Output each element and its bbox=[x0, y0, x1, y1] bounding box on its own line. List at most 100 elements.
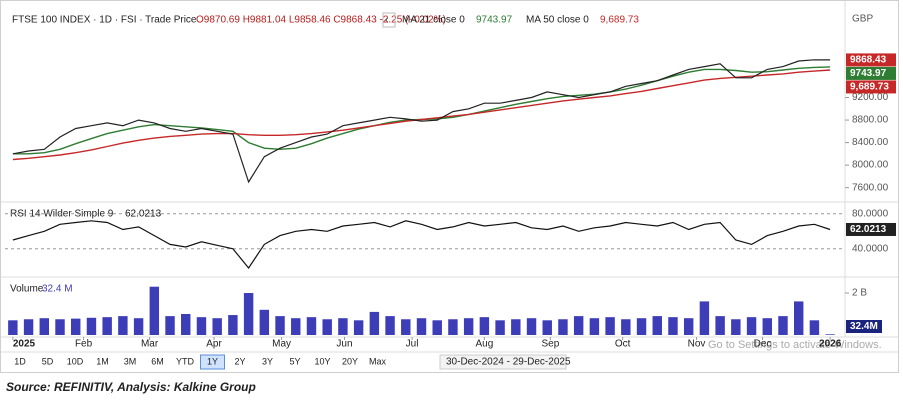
x-tick-label: Jul bbox=[406, 339, 419, 350]
y-tick-label: 8000.00 bbox=[852, 160, 889, 171]
volume-bar bbox=[762, 318, 772, 335]
x-tick-label: Feb bbox=[75, 339, 93, 350]
range-button-label[interactable]: Max bbox=[369, 356, 387, 366]
range-button[interactable] bbox=[200, 354, 225, 370]
value-badge bbox=[846, 66, 896, 80]
range-button[interactable] bbox=[35, 355, 60, 369]
range-button[interactable] bbox=[228, 355, 252, 369]
volume-title: Volume bbox=[10, 284, 44, 295]
volume-bar bbox=[621, 319, 631, 335]
range-button-label[interactable]: 1Y bbox=[207, 356, 218, 366]
range-button-label[interactable]: 3Y bbox=[262, 356, 273, 366]
collapse-icon[interactable]: ‹ bbox=[385, 15, 388, 26]
frame bbox=[0, 0, 899, 373]
range-button[interactable] bbox=[145, 355, 170, 369]
volume-bar bbox=[385, 316, 395, 335]
volume-bar bbox=[212, 318, 222, 335]
date-range[interactable]: 30-Dec-2024 - 29-Dec-2025 bbox=[446, 357, 571, 368]
range-button[interactable] bbox=[365, 355, 390, 369]
volume-bar bbox=[448, 319, 458, 335]
volume-bar bbox=[291, 318, 301, 335]
volume-bar bbox=[668, 317, 678, 335]
x-tick-label: Mar bbox=[141, 339, 159, 350]
volume-bar bbox=[275, 316, 285, 335]
x-tick-label: Apr bbox=[206, 339, 222, 350]
range-button-label[interactable]: 1M bbox=[96, 356, 109, 366]
volume-bar bbox=[8, 320, 18, 335]
y-tick-label: 7600.00 bbox=[852, 182, 889, 193]
value-badge-label: 9,689.73 bbox=[850, 82, 889, 93]
value-badge bbox=[846, 222, 896, 236]
y-tick-label: 40.0000 bbox=[852, 243, 889, 254]
currency: GBP bbox=[852, 14, 873, 25]
value-badge-label: 9868.43 bbox=[850, 55, 887, 66]
range-button-label[interactable]: 5D bbox=[42, 356, 54, 366]
range-button-label[interactable]: 10D bbox=[67, 356, 84, 366]
volume-bar bbox=[133, 318, 144, 335]
range-button[interactable] bbox=[63, 355, 87, 369]
rsi-line bbox=[12, 220, 831, 270]
volume-bar bbox=[416, 318, 427, 335]
x-tick-label: Aug bbox=[475, 339, 493, 350]
y-tick-label: 8400.00 bbox=[852, 137, 889, 148]
date-range-box[interactable] bbox=[439, 354, 567, 370]
x-tick-label: Dec bbox=[754, 339, 772, 350]
volume-bar bbox=[86, 317, 97, 335]
range-button-label[interactable]: 6M bbox=[151, 356, 164, 366]
volume-bar bbox=[102, 317, 112, 335]
volume-bar bbox=[39, 318, 50, 335]
range-button-label[interactable]: 10Y bbox=[314, 356, 330, 366]
x-tick-label: 2025 bbox=[13, 339, 36, 350]
range-button-label[interactable]: 2Y bbox=[234, 356, 245, 366]
range-button-label[interactable]: 3M bbox=[124, 356, 137, 366]
volume-bar bbox=[731, 319, 741, 335]
volume-bar bbox=[699, 301, 710, 335]
y-tick-label: 2 B bbox=[852, 288, 867, 299]
volume-bar bbox=[432, 320, 442, 335]
volume-bar bbox=[401, 319, 411, 335]
range-button[interactable] bbox=[90, 355, 115, 369]
range-button[interactable] bbox=[338, 355, 362, 369]
volume-bar bbox=[746, 317, 757, 335]
x-tick-label: Nov bbox=[688, 339, 706, 350]
volume-bar bbox=[778, 316, 788, 335]
value-badge bbox=[846, 80, 896, 94]
range-button[interactable] bbox=[118, 355, 142, 369]
range-button[interactable] bbox=[283, 355, 307, 369]
volume-bar bbox=[353, 320, 364, 335]
volume-bar bbox=[825, 334, 835, 335]
y-tick-label: 80.0000 bbox=[852, 208, 889, 219]
ma-line bbox=[12, 69, 831, 161]
range-button[interactable] bbox=[173, 355, 197, 369]
volume-bar bbox=[322, 319, 332, 335]
price-line bbox=[12, 59, 831, 184]
volume-bar bbox=[683, 318, 694, 335]
range-button[interactable] bbox=[310, 355, 335, 369]
volume-bar bbox=[558, 319, 568, 335]
volume-bar bbox=[259, 309, 270, 335]
x-tick-label: 2026 bbox=[819, 339, 842, 350]
ma21-value: 9743.97 bbox=[476, 15, 513, 26]
range-button-label[interactable]: 5Y bbox=[289, 356, 300, 366]
price-title: FTSE 100 INDEX · 1D · FSI · Trade Price bbox=[12, 15, 197, 26]
volume-bar bbox=[228, 315, 238, 335]
volume-bar bbox=[526, 318, 537, 335]
range-button[interactable] bbox=[255, 355, 280, 369]
collapse-button[interactable] bbox=[382, 12, 396, 28]
volume-bar bbox=[463, 318, 474, 335]
value-badge-label: 32.4M bbox=[850, 321, 878, 332]
volume-bar bbox=[605, 317, 615, 335]
value-badge-label: 62.0213 bbox=[850, 224, 887, 235]
volume-bar bbox=[181, 314, 191, 335]
source: Source: REFINITIV, Analysis: Kalkine Gro… bbox=[6, 380, 256, 394]
range-button-label[interactable]: YTD bbox=[176, 356, 195, 366]
range-button[interactable] bbox=[8, 355, 32, 369]
x-tick-label: Oct bbox=[615, 339, 631, 350]
ma50-value: 9,689.73 bbox=[600, 15, 639, 26]
y-tick-label: 9200.00 bbox=[852, 92, 889, 103]
range-button-label[interactable]: 20Y bbox=[342, 356, 358, 366]
range-button-label[interactable]: 1D bbox=[14, 356, 26, 366]
volume-bar bbox=[23, 319, 34, 335]
volume-bar bbox=[338, 318, 348, 335]
